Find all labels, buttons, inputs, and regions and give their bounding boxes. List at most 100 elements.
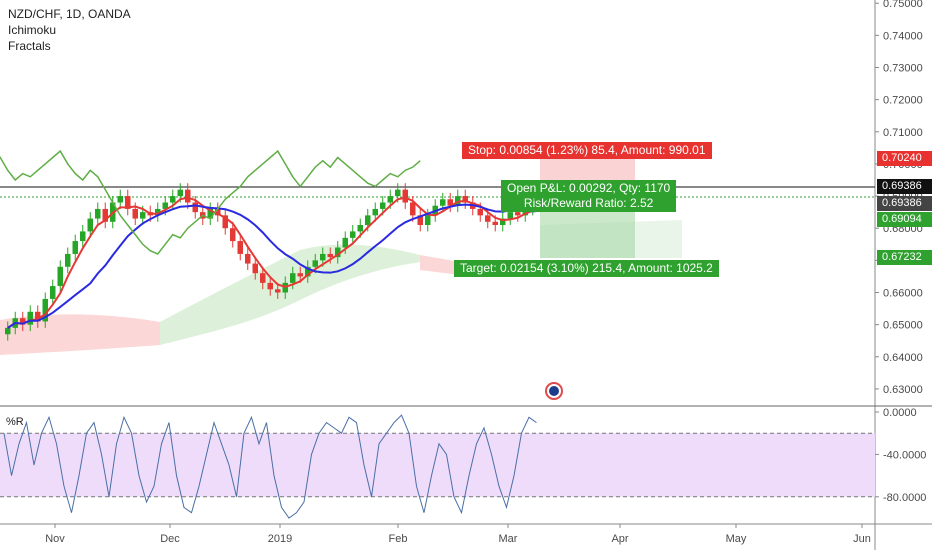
candle-body [50, 286, 56, 299]
candle-body [237, 241, 243, 254]
flag-icon[interactable] [545, 382, 563, 400]
x-tick-label: Dec [160, 533, 180, 545]
candle-body [230, 228, 236, 242]
chikou-line [0, 149, 421, 255]
candle-body [252, 263, 258, 274]
wr-tick-label: -80.0000 [883, 492, 926, 504]
ichimoku-cloud-bull [160, 244, 420, 345]
y-tick-label: 0.74000 [883, 30, 923, 42]
candle-body [35, 311, 41, 322]
x-tick-label: Mar [499, 533, 518, 545]
wr-tick-label: 0.0000 [883, 407, 917, 419]
candle-body [65, 253, 71, 267]
y-tick-label: 0.71000 [883, 127, 923, 139]
candle-body [222, 215, 228, 229]
symbol-title[interactable]: NZD/CHF, 1D, OANDA [8, 7, 131, 21]
candle-body [462, 196, 468, 203]
candle-body [507, 212, 513, 219]
candle-body [57, 266, 63, 287]
x-tick-label: 2019 [268, 533, 292, 545]
candle-body [260, 273, 266, 283]
candle-body [155, 208, 161, 216]
open-pnl-line1: Open P&L: 0.00292, Qty: 1170 [507, 181, 671, 195]
candle-body [162, 202, 168, 209]
x-tick-label: Jun [853, 533, 871, 545]
ichimoku-cloud-bear [0, 314, 160, 355]
candle-body [297, 273, 303, 277]
candle-body [27, 311, 33, 325]
candle-body [207, 208, 213, 219]
target-label[interactable]: Target: 0.02154 (3.10%) 215.4, Amount: 1… [454, 260, 719, 277]
candle-body [95, 208, 101, 219]
candle-body [402, 189, 408, 203]
price-tag-kijun: 0.69094 [877, 212, 932, 227]
candle-body [492, 221, 498, 225]
candle-body [335, 247, 341, 258]
candle-body [365, 215, 371, 225]
x-tick-label: Nov [45, 533, 65, 545]
candle-body [102, 208, 108, 222]
candle-body [267, 282, 273, 290]
candle-body [215, 208, 221, 216]
candle-body [72, 241, 78, 254]
y-tick-label: 0.72000 [883, 95, 923, 107]
y-tick-label: 0.64000 [883, 352, 923, 364]
candle-body [477, 208, 483, 216]
candle-body [192, 202, 198, 213]
price-tag-entry: 0.69386 [877, 196, 932, 211]
candle-body [140, 212, 146, 219]
indicator-ichimoku-label[interactable]: Ichimoku [8, 23, 57, 37]
candle-body [410, 202, 416, 216]
candle-body [87, 218, 93, 232]
x-tick-label: Apr [611, 533, 628, 545]
candle-body [372, 208, 378, 216]
candle-body [170, 196, 176, 203]
candle-body [177, 189, 183, 197]
risk-reward-line: Risk/Reward Ratio: 2.52 [523, 196, 654, 210]
candle-body [245, 253, 251, 264]
candle-body [357, 225, 363, 232]
candle-body [387, 196, 393, 203]
wr-tick-label: -40.0000 [883, 449, 926, 461]
candle-body [312, 260, 318, 267]
candle-body [342, 237, 348, 248]
candle-body [290, 273, 296, 283]
candle-body [327, 253, 333, 258]
x-tick-label: May [726, 533, 747, 545]
candle-body [185, 189, 191, 203]
y-tick-label: 0.63000 [883, 384, 923, 396]
candle-body [500, 218, 506, 225]
candle-body [485, 215, 491, 222]
stop-loss-label[interactable]: Stop: 0.00854 (1.23%) 85.4, Amount: 990.… [462, 142, 712, 159]
indicator-fractals-label[interactable]: Fractals [8, 39, 51, 53]
candle-body [447, 199, 453, 206]
candle-body [425, 215, 431, 225]
x-tick-label: Feb [389, 533, 408, 545]
candle-body [380, 202, 386, 209]
chart-legend: NZD/CHF, 1D, OANDA Ichimoku Fractals [8, 6, 131, 54]
candle-body [20, 318, 26, 325]
y-tick-label: 0.66000 [883, 288, 923, 300]
candle-body [350, 231, 356, 238]
price-tag-current: 0.69386 [877, 179, 932, 194]
price-tag-target: 0.67232 [877, 250, 932, 265]
candle-body [275, 289, 281, 293]
open-pnl-label[interactable]: Open P&L: 0.00292, Qty: 1170 Risk/Reward… [501, 180, 677, 212]
y-tick-label: 0.73000 [883, 63, 923, 75]
candle-body [125, 196, 131, 209]
candle-body [395, 189, 401, 197]
candle-body [132, 208, 138, 219]
candle-body [440, 199, 446, 206]
wr-pane-label: %R [6, 416, 24, 428]
wr-band [0, 433, 875, 497]
candle-body [515, 212, 521, 216]
candle-body [522, 208, 528, 216]
ichimoku-cloud-bear-2 [420, 255, 460, 275]
wr-line [3, 414, 537, 519]
candle-body [320, 253, 326, 261]
candle-body [42, 298, 48, 322]
candle-body [5, 327, 11, 335]
candle-body [417, 215, 423, 225]
